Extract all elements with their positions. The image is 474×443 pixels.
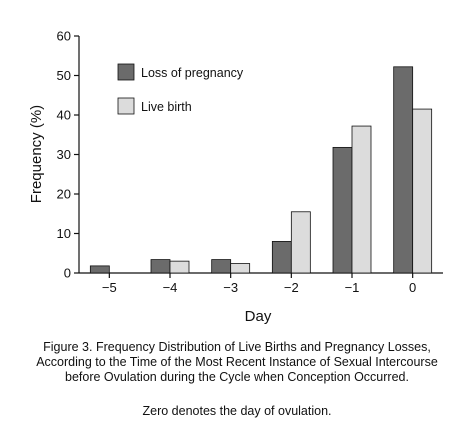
live-birth-bar	[169, 260, 190, 274]
figure-note: Zero denotes the day of ovulation.	[142, 404, 332, 418]
y-axis-label: Frequency (%)	[28, 105, 45, 203]
bar-chart: 0 10 20 30 40 50 60 −5 −4 −3 −2 −1 0 Loss of pregnan…	[28, 29, 443, 325]
chart-bars	[89, 66, 433, 274]
y-tick-label: 10	[57, 226, 71, 241]
live-birth-bar	[351, 125, 372, 274]
loss-of-pregnancy-bar	[211, 259, 232, 274]
legend-swatch	[117, 63, 135, 81]
y-tick-label: 30	[57, 147, 71, 162]
loss-of-pregnancy-bar	[393, 66, 414, 274]
loss-of-pregnancy-bar	[271, 240, 292, 274]
chart-axes: 0 10 20 30 40 50 60 −5 −4 −3 −2 −1 0	[57, 29, 443, 295]
live-birth-bar	[230, 263, 251, 274]
x-tick-label: −2	[284, 280, 299, 295]
live-birth-bar	[290, 211, 311, 274]
y-tick-label: 50	[57, 68, 71, 83]
y-tick-label: 40	[57, 108, 71, 123]
y-tick-label: 60	[57, 29, 71, 44]
loss-of-pregnancy-bar	[150, 259, 171, 274]
loss-of-pregnancy-bar	[332, 146, 353, 274]
x-tick-label: 0	[409, 280, 416, 295]
x-tick-label: −4	[163, 280, 178, 295]
x-tick-label: −3	[223, 280, 238, 295]
x-tick-label: −1	[345, 280, 360, 295]
live-birth-bar	[412, 108, 433, 274]
x-tick-label: −5	[102, 280, 117, 295]
legend-label: Loss of pregnancy	[141, 66, 244, 80]
legend-swatch	[117, 97, 135, 115]
figure-caption: Figure 3. Frequency Distribution of Live…	[36, 340, 438, 384]
legend-label: Live birth	[141, 100, 192, 114]
y-tick-label: 20	[57, 187, 71, 202]
loss-of-pregnancy-bar	[89, 265, 110, 274]
x-axis-label: Day	[245, 308, 272, 325]
y-tick-label: 0	[64, 266, 71, 281]
chart-legend: Loss of pregnancy Live birth	[117, 63, 244, 115]
